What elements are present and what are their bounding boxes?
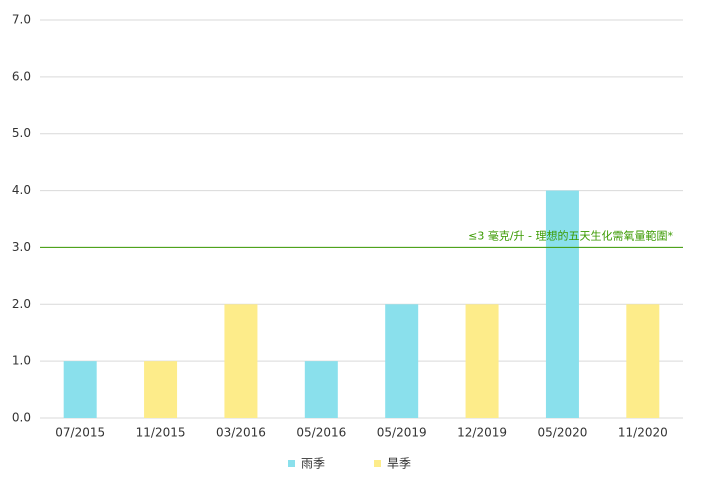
x-tick-label: 05/2016 <box>296 426 346 440</box>
bar <box>224 304 258 418</box>
y-tick-label: 0.0 <box>12 411 31 425</box>
y-tick-label: 3.0 <box>12 240 31 254</box>
bar <box>626 304 660 418</box>
x-tick-label: 05/2020 <box>538 426 588 440</box>
legend-swatch <box>374 460 381 467</box>
x-tick-label: 07/2015 <box>55 426 105 440</box>
y-tick-label: 4.0 <box>12 183 31 197</box>
bar <box>304 361 338 418</box>
legend-swatch <box>288 460 295 467</box>
x-tick-label: 03/2016 <box>216 426 266 440</box>
y-tick-label: 2.0 <box>12 297 31 311</box>
reference-label: ≤3 毫克/升 - 理想的五天生化需氧量範圍* <box>468 228 673 242</box>
y-tick-label: 1.0 <box>12 354 31 368</box>
bar <box>63 361 97 418</box>
bar <box>545 190 579 418</box>
legend-label: 雨季 <box>301 457 325 471</box>
x-tick-label: 11/2020 <box>618 426 668 440</box>
bar <box>144 361 178 418</box>
y-tick-label: 7.0 <box>12 13 31 27</box>
bar <box>385 304 419 418</box>
x-tick-label: 12/2019 <box>457 426 507 440</box>
x-tick-label: 11/2015 <box>136 426 186 440</box>
x-tick-label: 05/2019 <box>377 426 427 440</box>
legend-label: 旱季 <box>387 457 411 471</box>
bar <box>465 304 499 418</box>
y-tick-label: 6.0 <box>12 69 31 83</box>
y-tick-label: 5.0 <box>12 126 31 140</box>
